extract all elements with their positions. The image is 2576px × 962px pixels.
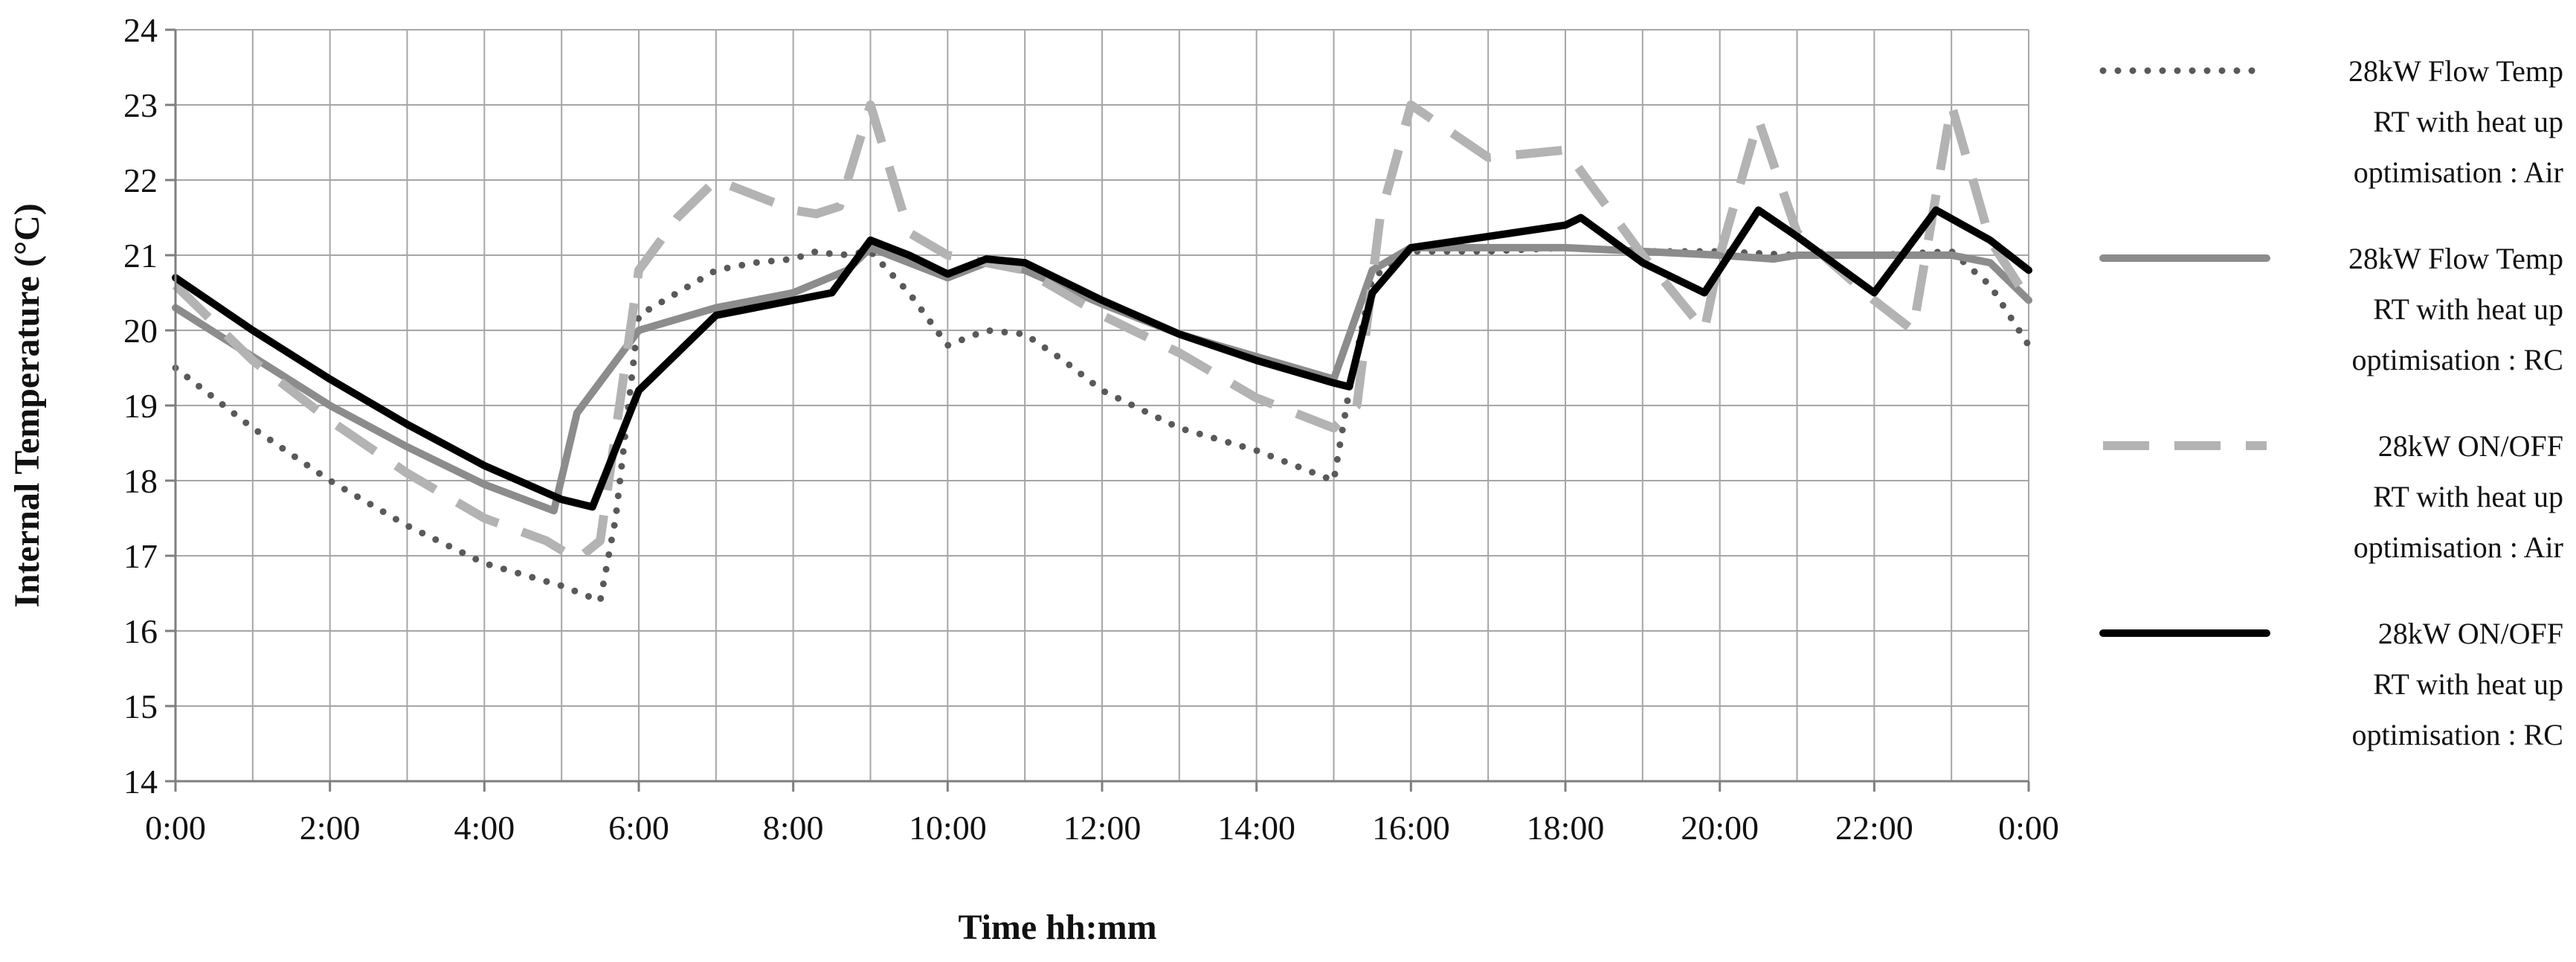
x-tick-label: 16:00: [1372, 809, 1450, 847]
legend-label-2: RT with heat up: [2373, 292, 2563, 326]
y-tick-label: 19: [123, 387, 158, 425]
x-tick-label: 10:00: [909, 809, 987, 847]
y-tick-label: 16: [123, 612, 158, 650]
y-tick-label: 24: [123, 11, 158, 49]
x-tick-label: 0:00: [145, 809, 206, 847]
legend-label-1: optimisation : Air: [2354, 155, 2563, 189]
x-axis-title: Time hh:mm: [958, 908, 1156, 947]
y-tick-label: 15: [123, 687, 158, 725]
legend-label-4: RT with heat up: [2373, 667, 2563, 701]
y-tick-label: 18: [123, 462, 158, 500]
x-tick-label: 6:00: [608, 809, 669, 847]
legend-label-3: optimisation : Air: [2354, 530, 2563, 564]
y-tick-label: 22: [123, 161, 158, 199]
legend-label-2: 28kW Flow Temp: [2348, 242, 2563, 275]
y-axis-title: Internal Temperature (°C): [7, 203, 47, 608]
x-tick-label: 0:00: [1998, 809, 2059, 847]
x-tick-label: 14:00: [1217, 809, 1295, 847]
axes: 14 15 16 17 18 19 20 21 22 23 24 0:00 2:00 4:00 6:00 8:…: [7, 11, 2059, 947]
legend-label-4: optimisation : RC: [2352, 718, 2563, 751]
y-tick-label: 20: [123, 312, 158, 350]
x-tick-label: 8:00: [763, 809, 824, 847]
legend-label-1: 28kW Flow Temp: [2348, 54, 2563, 88]
x-tick-label: 20:00: [1681, 809, 1759, 847]
x-tick-label: 4:00: [454, 809, 515, 847]
legend-label-4: 28kW ON/OFF: [2378, 617, 2563, 650]
x-tick-label: 2:00: [300, 809, 361, 847]
y-tick-label: 23: [123, 86, 158, 124]
y-tick-label: 14: [123, 763, 158, 801]
x-tick-label: 12:00: [1063, 809, 1142, 847]
legend: 28kW Flow Temp RT with heat up optimisatio…: [2099, 54, 2563, 751]
series-line-3: [172, 100, 2033, 565]
y-tick-label: 17: [123, 537, 158, 575]
y-tick-label: 21: [123, 237, 158, 275]
series-lines: [172, 100, 2033, 605]
series-line-4: [172, 206, 2032, 511]
legend-label-3: 28kW ON/OFF: [2378, 429, 2563, 463]
legend-label-3: RT with heat up: [2373, 480, 2563, 513]
legend-label-2: optimisation : RC: [2352, 343, 2563, 376]
x-tick-label: 22:00: [1835, 809, 1913, 847]
x-tick-label: 18:00: [1527, 809, 1605, 847]
legend-label-1: RT with heat up: [2373, 105, 2563, 138]
